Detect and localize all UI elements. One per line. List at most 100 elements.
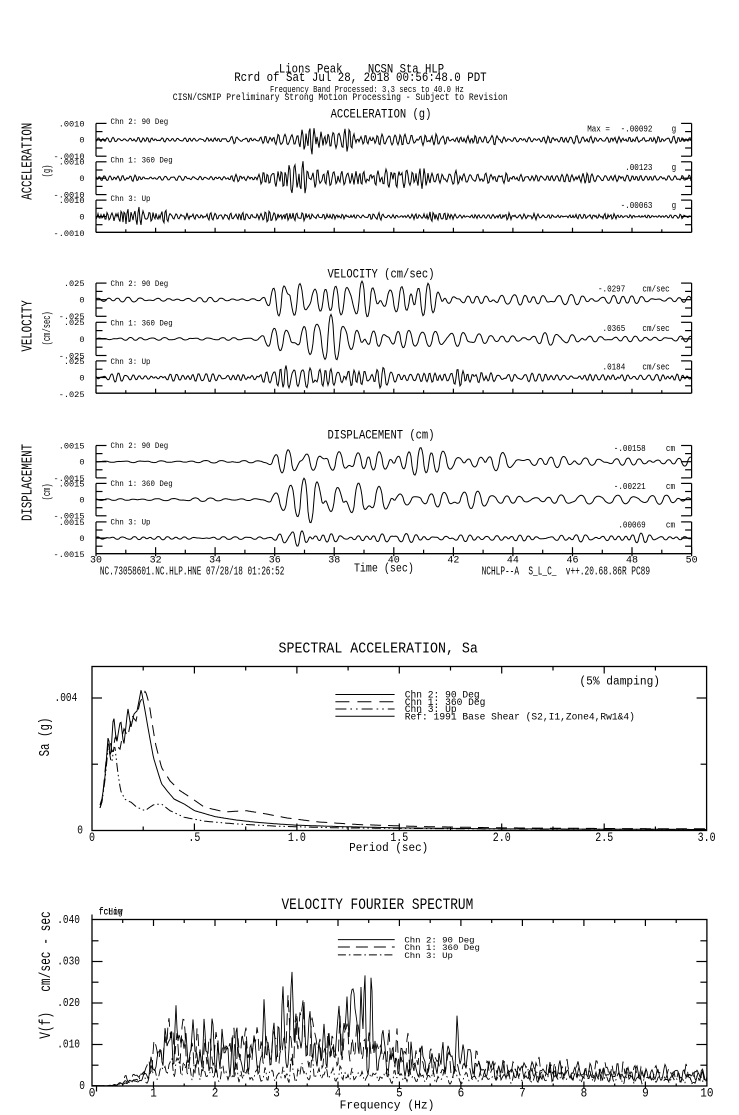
svg-text:5: 5 xyxy=(396,1086,403,1101)
svg-text:Sa (g): Sa (g) xyxy=(36,718,53,757)
svg-text:Ref: 1991 Base Shear (S2,I1,Zo: Ref: 1991 Base Shear (S2,I1,Zone4,Rw1&4) xyxy=(405,711,635,722)
svg-text:9: 9 xyxy=(642,1086,649,1101)
svg-text:0: 0 xyxy=(79,534,84,544)
svg-text:-.00221: -.00221 xyxy=(614,481,646,492)
svg-text:0: 0 xyxy=(79,335,84,345)
svg-text:0: 0 xyxy=(79,136,84,146)
svg-text:.030: .030 xyxy=(57,956,80,969)
svg-text:ACCELERATION: ACCELERATION xyxy=(19,123,36,200)
svg-text:Chn 1: 360 Deg: Chn 1: 360 Deg xyxy=(111,156,173,166)
svg-text:Chn 1: 360 Deg: Chn 1: 360 Deg xyxy=(111,319,173,329)
svg-text:0: 0 xyxy=(89,831,95,846)
svg-text:.5: .5 xyxy=(188,831,200,846)
svg-text:48: 48 xyxy=(626,554,638,566)
svg-text:cm: cm xyxy=(666,443,675,454)
svg-text:.040: .040 xyxy=(57,914,80,927)
svg-text:.0010: .0010 xyxy=(59,119,85,129)
svg-text:.025: .025 xyxy=(64,357,85,367)
svg-text:40: 40 xyxy=(388,554,400,566)
svg-text:1: 1 xyxy=(150,1086,157,1101)
svg-text:Chn 2: 90 Deg: Chn 2: 90 Deg xyxy=(111,280,169,290)
svg-text:32: 32 xyxy=(150,554,162,566)
svg-text:cm: cm xyxy=(666,481,675,492)
svg-text:-.00092: -.00092 xyxy=(621,124,653,135)
svg-text:2.0: 2.0 xyxy=(493,831,511,846)
svg-text:8: 8 xyxy=(581,1086,588,1101)
svg-text:38: 38 xyxy=(328,554,340,566)
svg-text:.00069: .00069 xyxy=(618,520,645,531)
svg-text:Chn 3: Up: Chn 3: Up xyxy=(111,518,151,528)
svg-text:-.00063: -.00063 xyxy=(621,200,653,211)
svg-text:DISPLACEMENT (cm): DISPLACEMENT (cm) xyxy=(327,427,434,442)
svg-text:Frequency (Hz): Frequency (Hz) xyxy=(340,1098,435,1113)
svg-text:2.5: 2.5 xyxy=(595,831,613,846)
svg-text:V(f) cm/sec - sec: V(f) cm/sec - sec xyxy=(38,911,55,1039)
svg-text:10: 10 xyxy=(700,1086,713,1101)
svg-text:0: 0 xyxy=(79,496,84,506)
svg-text:36: 36 xyxy=(269,554,281,566)
svg-text:cm/sec: cm/sec xyxy=(642,323,669,334)
svg-text:4: 4 xyxy=(335,1086,342,1101)
svg-text:.010: .010 xyxy=(57,1039,80,1052)
svg-text:.0184: .0184 xyxy=(603,362,626,373)
svg-text:Chn 2: 90 Deg: Chn 2: 90 Deg xyxy=(404,936,474,946)
svg-text:(g): (g) xyxy=(41,165,54,178)
svg-text:cm/sec: cm/sec xyxy=(642,284,669,295)
svg-text:Chn 1: 360 Deg: Chn 1: 360 Deg xyxy=(111,480,173,490)
svg-text:NC.73058601.NC.HLP.HNE 07/28/1: NC.73058601.NC.HLP.HNE 07/28/18 01:26:52 xyxy=(100,565,285,578)
svg-text:.025: .025 xyxy=(64,279,85,289)
svg-text:0: 0 xyxy=(79,174,84,184)
svg-text:.020: .020 xyxy=(57,997,80,1010)
svg-text:SPECTRAL ACCELERATION, Sa: SPECTRAL ACCELERATION, Sa xyxy=(279,641,478,658)
svg-text:Lions Peak NCSN Sta HLP: Lions Peak NCSN Sta HLP xyxy=(279,63,444,77)
svg-text:Chn 3: Up: Chn 3: Up xyxy=(404,951,453,961)
svg-text:34: 34 xyxy=(209,554,221,566)
svg-text:NCHLP--A S_L_C_ v++.20.68.86: NCHLP--A S_L_C_ v++.20.68.86R PC89 xyxy=(482,565,650,578)
svg-text:0: 0 xyxy=(89,1086,96,1101)
svg-text:42: 42 xyxy=(447,554,459,566)
svg-text:1.5: 1.5 xyxy=(390,831,408,846)
svg-text:cm: cm xyxy=(666,520,675,531)
svg-text:-.0015: -.0015 xyxy=(54,550,85,560)
svg-text:Chn 2: 90 Deg: Chn 2: 90 Deg xyxy=(111,118,169,128)
svg-text:Period (sec): Period (sec) xyxy=(349,843,428,855)
svg-text:-.0010: -.0010 xyxy=(54,191,85,201)
svg-text:VELOCITY FOURIER SPECTRUM: VELOCITY FOURIER SPECTRUM xyxy=(282,897,474,915)
svg-text:2: 2 xyxy=(212,1086,219,1101)
svg-text:fcHig: fcHig xyxy=(99,906,123,918)
svg-text:Chn 3: Up: Chn 3: Up xyxy=(405,704,457,715)
svg-text:Frequency Band Processed: 3.3: Frequency Band Processed: 3.3 secs to 40… xyxy=(270,84,464,95)
svg-text:46: 46 xyxy=(566,554,578,566)
svg-text:Chn 1: 360 Deg: Chn 1: 360 Deg xyxy=(404,943,480,953)
svg-text:-.0015: -.0015 xyxy=(54,474,85,484)
svg-text:0: 0 xyxy=(79,212,84,222)
svg-text:Chn 3: Up: Chn 3: Up xyxy=(111,357,151,367)
svg-text:3: 3 xyxy=(273,1086,280,1101)
svg-text:.025: .025 xyxy=(64,318,85,328)
svg-text:.0015: .0015 xyxy=(59,441,85,451)
svg-text:-.025: -.025 xyxy=(59,351,85,361)
svg-text:.0365: .0365 xyxy=(603,323,626,334)
svg-text:-.0297: -.0297 xyxy=(598,284,625,295)
svg-text:-.0010: -.0010 xyxy=(54,229,85,239)
svg-text:(cm/sec): (cm/sec) xyxy=(41,311,54,345)
svg-text:CISN/CSMIP Preliminary Strong: CISN/CSMIP Preliminary Strong Motion Pro… xyxy=(173,91,508,103)
svg-text:.0015: .0015 xyxy=(59,479,85,489)
svg-text:(5% damping): (5% damping) xyxy=(579,674,660,689)
svg-text:0: 0 xyxy=(79,296,84,306)
svg-text:Chn 2: 90 Deg: Chn 2: 90 Deg xyxy=(111,442,169,452)
svg-text:cm/sec: cm/sec xyxy=(642,362,669,373)
svg-text:-.0010: -.0010 xyxy=(54,152,85,162)
svg-text:g: g xyxy=(672,124,677,135)
svg-text:(cm): (cm) xyxy=(41,483,54,500)
svg-text:Chn 1: 360 Deg: Chn 1: 360 Deg xyxy=(405,697,486,708)
svg-text:30: 30 xyxy=(90,554,102,566)
svg-text:3.0: 3.0 xyxy=(698,831,716,846)
svg-text:g: g xyxy=(672,162,677,173)
svg-text:fcLow: fcLow xyxy=(99,906,123,918)
svg-text:Rcrd of Sat Jul 28, 2018 00:56: Rcrd of Sat Jul 28, 2018 00:56:48.0 PDT xyxy=(234,70,486,85)
svg-text:0: 0 xyxy=(79,1080,85,1093)
svg-text:7: 7 xyxy=(519,1086,526,1101)
svg-text:0: 0 xyxy=(77,825,83,838)
svg-text:VELOCITY (cm/sec): VELOCITY (cm/sec) xyxy=(327,267,434,282)
